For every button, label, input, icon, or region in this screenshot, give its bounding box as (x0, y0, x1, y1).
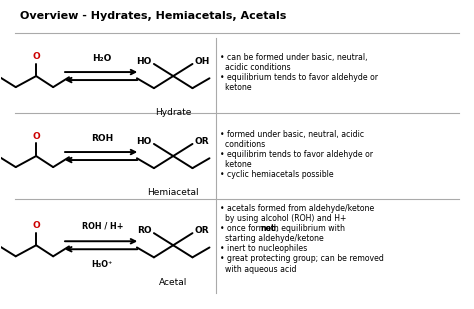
Text: Hemiacetal: Hemiacetal (147, 188, 199, 197)
Text: by using alcohol (ROH) and H+: by using alcohol (ROH) and H+ (220, 214, 347, 223)
Text: Overview - Hydrates, Hemiacetals, Acetals: Overview - Hydrates, Hemiacetals, Acetal… (19, 11, 286, 21)
Text: acidic conditions: acidic conditions (220, 63, 291, 72)
Text: ketone: ketone (220, 83, 252, 92)
Text: with aqueous acid: with aqueous acid (220, 265, 297, 274)
Text: HO: HO (136, 137, 152, 146)
Text: ROH: ROH (91, 134, 113, 143)
Text: conditions: conditions (220, 140, 266, 149)
Text: • cyclic hemiacetals possible: • cyclic hemiacetals possible (220, 171, 334, 180)
Text: O: O (32, 221, 40, 230)
Text: not: not (261, 224, 275, 233)
Text: • equilibrium tends to favor aldehyde or: • equilibrium tends to favor aldehyde or (220, 73, 378, 82)
Text: O: O (32, 52, 40, 61)
Text: RO: RO (137, 226, 152, 235)
Text: HO: HO (136, 57, 152, 66)
Text: Acetal: Acetal (159, 277, 187, 286)
Text: OH: OH (195, 57, 210, 66)
Text: • great protecting group; can be removed: • great protecting group; can be removed (220, 255, 384, 264)
Text: ROH / H+: ROH / H+ (82, 222, 123, 231)
Text: • once formed,: • once formed, (220, 224, 282, 233)
Text: starting aldehyde/ketone: starting aldehyde/ketone (220, 234, 324, 243)
Text: Hydrate: Hydrate (155, 108, 191, 117)
Text: • acetals formed from aldehyde/ketone: • acetals formed from aldehyde/ketone (220, 204, 375, 213)
Text: O: O (32, 132, 40, 141)
Text: H₂O: H₂O (92, 54, 112, 63)
Text: ketone: ketone (220, 160, 252, 169)
Text: • can be formed under basic, neutral,: • can be formed under basic, neutral, (220, 53, 368, 62)
Text: H₃O⁺: H₃O⁺ (91, 260, 113, 269)
Text: OR: OR (195, 137, 210, 146)
Text: • formed under basic, neutral, acidic: • formed under basic, neutral, acidic (220, 130, 365, 139)
Text: OR: OR (195, 226, 210, 235)
Text: • inert to nucleophiles: • inert to nucleophiles (220, 244, 308, 253)
Text: • equilibrim tends to favor aldehyde or: • equilibrim tends to favor aldehyde or (220, 150, 374, 159)
Text: in equilibrium with: in equilibrium with (269, 224, 346, 233)
